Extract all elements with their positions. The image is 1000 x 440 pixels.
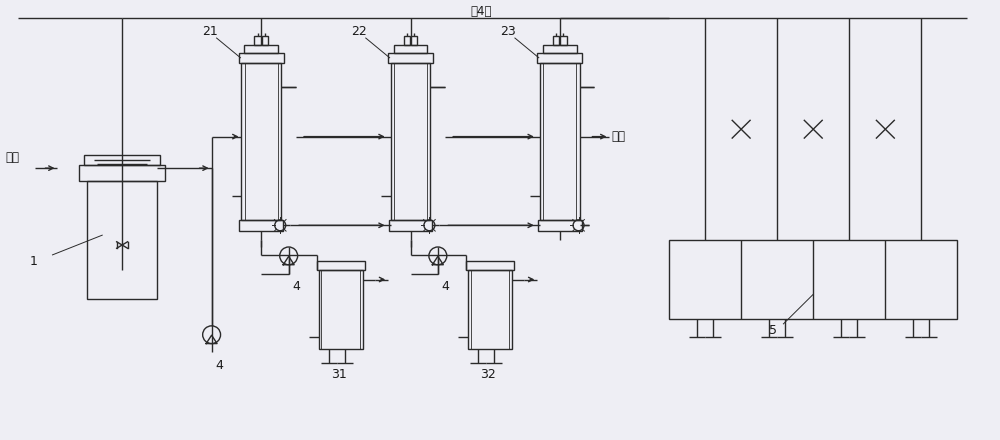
Bar bbox=[317, 261, 365, 270]
Text: 32: 32 bbox=[480, 368, 496, 381]
Bar bbox=[87, 181, 157, 299]
Bar bbox=[391, 62, 430, 220]
Bar bbox=[79, 165, 165, 181]
Bar bbox=[254, 36, 261, 45]
Bar bbox=[471, 270, 509, 348]
Bar bbox=[538, 220, 582, 231]
Text: 23: 23 bbox=[500, 25, 516, 38]
Bar bbox=[394, 45, 427, 53]
Bar bbox=[394, 62, 427, 220]
Text: 4: 4 bbox=[293, 280, 301, 293]
Text: 4: 4 bbox=[216, 359, 223, 372]
Text: 氧4气: 氧4气 bbox=[470, 5, 492, 18]
Bar bbox=[468, 270, 512, 348]
Text: 22: 22 bbox=[351, 25, 367, 38]
Bar bbox=[239, 53, 284, 62]
Bar bbox=[239, 220, 283, 231]
Bar bbox=[241, 62, 281, 220]
Bar bbox=[319, 270, 363, 348]
Bar bbox=[262, 36, 268, 45]
Bar bbox=[244, 45, 278, 53]
Bar bbox=[543, 45, 577, 53]
Bar bbox=[669, 240, 957, 319]
Text: 出料: 出料 bbox=[611, 129, 625, 143]
Text: 菌渣: 菌渣 bbox=[6, 151, 20, 164]
Bar bbox=[404, 36, 410, 45]
Bar bbox=[388, 53, 433, 62]
Text: 5: 5 bbox=[769, 324, 777, 337]
Bar bbox=[84, 155, 160, 165]
Text: 1: 1 bbox=[30, 255, 38, 268]
Bar bbox=[321, 270, 360, 348]
Bar bbox=[245, 62, 278, 220]
Bar bbox=[389, 220, 432, 231]
Bar bbox=[540, 62, 580, 220]
Text: 31: 31 bbox=[331, 368, 347, 381]
Bar bbox=[411, 36, 417, 45]
Bar bbox=[560, 36, 567, 45]
Text: 21: 21 bbox=[202, 25, 217, 38]
Bar bbox=[466, 261, 514, 270]
Bar bbox=[553, 36, 559, 45]
Bar bbox=[543, 62, 576, 220]
Bar bbox=[537, 53, 582, 62]
Text: 4: 4 bbox=[442, 280, 450, 293]
